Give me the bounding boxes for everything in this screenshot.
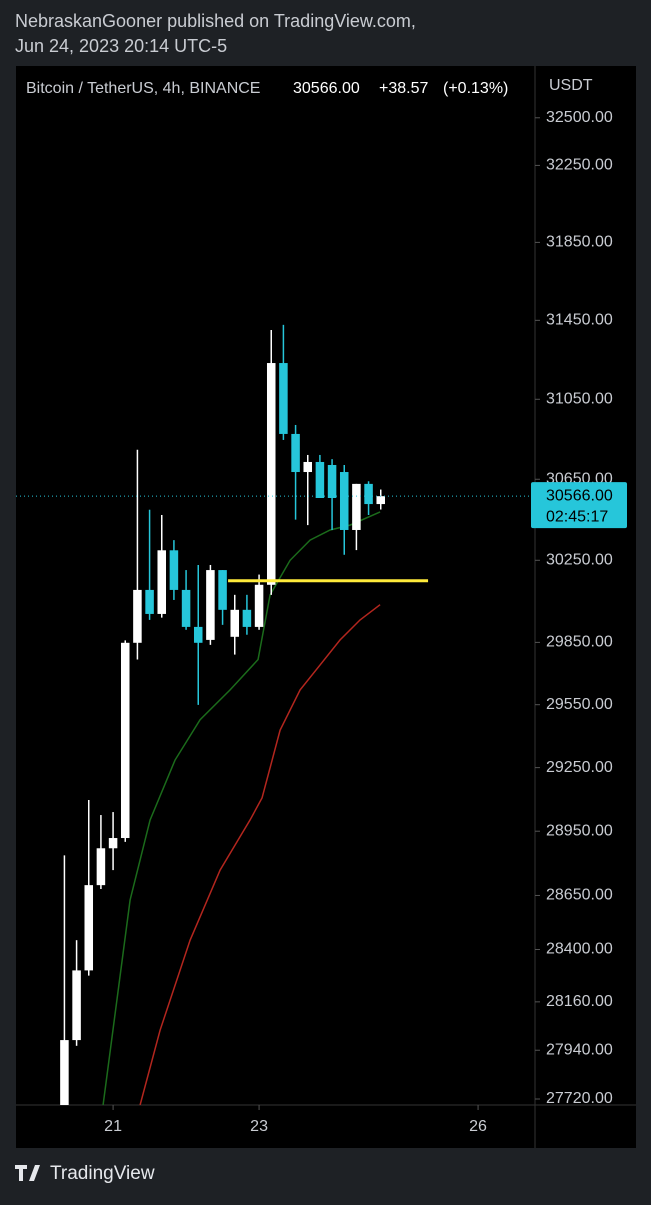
candle-body	[254, 584, 264, 627]
y-tick-label: 27720.00	[546, 1090, 613, 1107]
candle-body	[108, 838, 118, 849]
x-tick-label: 23	[250, 1118, 268, 1135]
y-tick-label: 28400.00	[546, 941, 613, 958]
last-price-box	[531, 482, 627, 529]
candle-body	[352, 483, 361, 530]
candle-body	[120, 642, 130, 839]
y-tick-label: 27940.00	[546, 1041, 613, 1058]
y-tick-label: 31850.00	[546, 234, 613, 251]
y-tick-label: 30250.00	[546, 552, 613, 569]
candle-body	[303, 461, 313, 473]
candle-body	[169, 550, 179, 590]
chart-area	[16, 66, 636, 1148]
candle-body	[72, 970, 81, 1041]
candle-body	[145, 589, 154, 614]
y-tick-label: 29850.00	[546, 634, 613, 651]
candle-body	[181, 589, 191, 627]
candle-body	[242, 609, 252, 627]
y-tick-label: 29250.00	[546, 759, 613, 776]
candle-body	[60, 1040, 69, 1105]
countdown: 02:45:17	[546, 508, 608, 525]
candle-body	[218, 570, 227, 610]
candle-body	[84, 885, 94, 971]
candle-body	[327, 464, 337, 499]
y-tick-label: 31050.00	[546, 391, 613, 408]
candle-body	[315, 461, 325, 499]
candle-body	[230, 609, 240, 637]
change-pct: (+0.13%)	[443, 80, 508, 97]
candle-body	[364, 483, 373, 505]
candle-body	[193, 626, 203, 643]
y-tick-label: 32500.00	[546, 109, 613, 126]
currency: USDT	[549, 77, 593, 94]
candle-body	[339, 472, 349, 530]
publisher: NebraskanGooner published on TradingView…	[15, 11, 416, 31]
price: 30566.00	[293, 80, 360, 97]
candle-body	[376, 496, 385, 505]
brand-logo	[15, 1165, 40, 1181]
candle-body	[206, 570, 215, 640]
candle-body	[266, 363, 276, 585]
x-tick-label: 26	[469, 1118, 487, 1135]
x-tick-label: 21	[104, 1118, 122, 1135]
y-tick-label: 32250.00	[546, 157, 613, 174]
candle-body	[279, 363, 288, 434]
y-tick-label: 28950.00	[546, 822, 613, 839]
moving-average	[102, 511, 381, 1105]
candle-body	[157, 550, 167, 614]
plot	[60, 324, 385, 1105]
candle-body	[96, 848, 106, 886]
candle-body	[133, 589, 142, 643]
y-tick-label: 29550.00	[546, 696, 613, 713]
publish-date: Jun 24, 2023 20:14 UTC-5	[15, 36, 227, 56]
y-tick-label: 28650.00	[546, 887, 613, 904]
y-tick-label: 31450.00	[546, 312, 613, 329]
candle-body	[291, 433, 300, 473]
brand: TradingView	[50, 1163, 155, 1184]
last-price-label: 30566.00	[546, 487, 613, 504]
moving-average	[139, 604, 381, 1105]
y-tick-label: 28160.00	[546, 993, 613, 1010]
symbol: Bitcoin / TetherUS, 4h, BINANCE	[26, 80, 260, 97]
change: +38.57	[379, 80, 428, 97]
